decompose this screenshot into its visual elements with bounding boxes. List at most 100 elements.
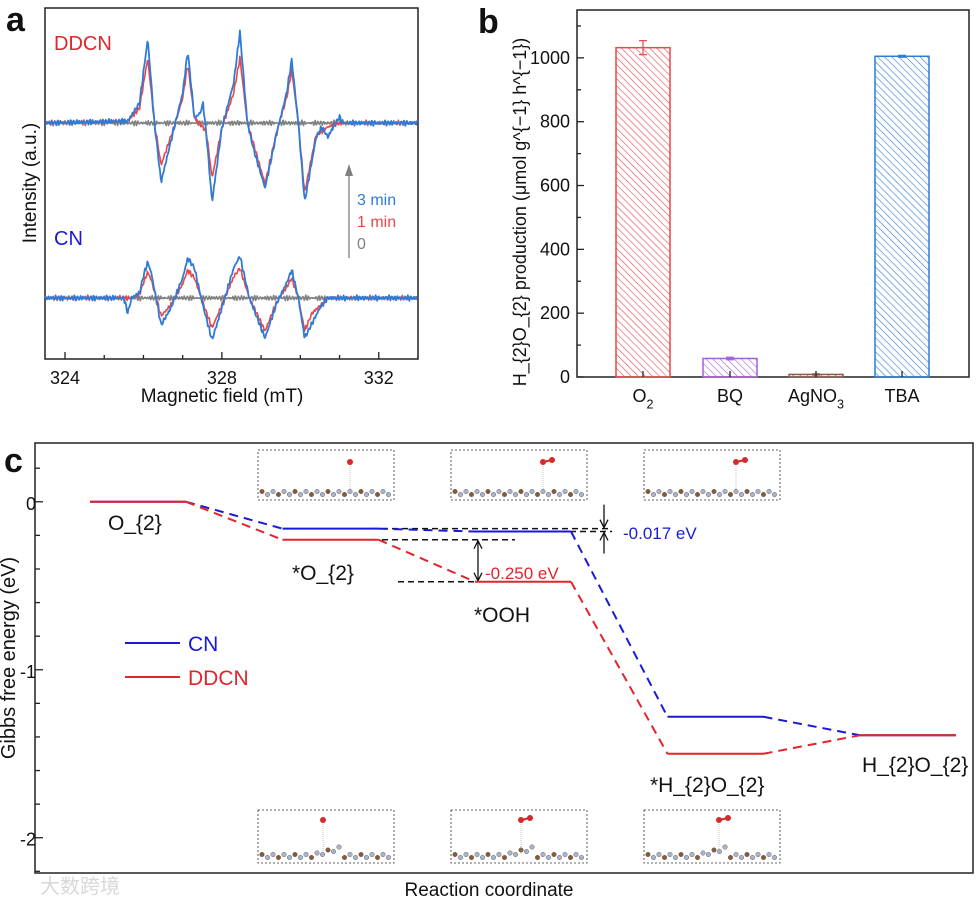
atom-icon — [662, 492, 668, 498]
atom-icon — [739, 492, 745, 498]
arrow-up-icon — [473, 539, 483, 550]
atom-icon — [369, 852, 375, 858]
atom-icon — [733, 489, 739, 495]
atom-icon — [259, 489, 265, 495]
atom-icon — [270, 852, 276, 858]
atom-icon — [309, 492, 315, 498]
atom-icon — [678, 852, 684, 858]
atom-icon — [772, 855, 778, 861]
atom-icon — [287, 855, 293, 861]
energy-y-axis-label: Gibbs free energy (eV) — [0, 557, 20, 759]
energy-connector-cn — [570, 531, 669, 718]
structure-inset-frame — [450, 449, 588, 501]
oxygen-atom-icon — [742, 457, 748, 463]
atom-icon — [480, 492, 486, 498]
bar-plot-frame — [576, 9, 970, 378]
atom-icon — [325, 489, 331, 495]
step-label-o2: O_{2} — [108, 512, 162, 535]
bar-y-tick-label: 600 — [540, 176, 570, 196]
atom-icon — [656, 852, 662, 858]
atom-icon — [386, 855, 392, 861]
atom-icon — [766, 489, 772, 495]
atom-icon — [386, 492, 392, 498]
atom-icon — [276, 855, 282, 861]
structure-inset-frame — [257, 449, 395, 501]
arrow-down-icon — [473, 572, 483, 583]
atom-icon — [502, 492, 508, 498]
atom-icon — [342, 492, 348, 498]
structure-inset-frame — [643, 809, 781, 864]
atom-icon — [695, 855, 701, 861]
atom-icon — [485, 489, 491, 495]
atom-icon — [706, 492, 712, 498]
bar-0 — [615, 46, 671, 378]
atom-icon — [772, 492, 778, 498]
atom-icon — [347, 489, 353, 495]
atom-icon — [270, 489, 276, 495]
atom-icon — [551, 852, 557, 858]
atom-icon — [711, 847, 717, 853]
atom-icon — [369, 489, 375, 495]
atom-icon — [480, 855, 486, 861]
legend-cn-label: CN — [188, 633, 218, 656]
atom-icon — [562, 852, 568, 858]
atom-icon — [380, 489, 386, 495]
atom-icon — [551, 489, 557, 495]
atom-icon — [452, 489, 458, 495]
atom-icon — [711, 489, 717, 495]
atom-icon — [513, 852, 519, 858]
oxygen-atom-icon — [549, 457, 555, 463]
energy-y-tick-label: 0 — [26, 494, 36, 514]
atom-icon — [513, 492, 519, 498]
atom-icon — [281, 852, 287, 858]
bar-y-tick-label: 0 — [560, 367, 570, 387]
atom-icon — [469, 855, 475, 861]
atom-icon — [259, 852, 265, 858]
atom-icon — [529, 489, 535, 495]
atom-icon — [353, 492, 359, 498]
atom-icon — [750, 492, 756, 498]
atom-icon — [364, 855, 370, 861]
atom-icon — [667, 852, 673, 858]
atom-icon — [717, 492, 723, 498]
epr-x-axis-label: Magnetic field (mT) — [141, 386, 304, 407]
atom-icon — [673, 492, 679, 498]
atom-icon — [325, 847, 331, 853]
atom-icon — [336, 489, 342, 495]
atom-icon — [728, 492, 734, 498]
atom-icon — [728, 855, 734, 861]
energy-plot-frame — [34, 442, 974, 874]
atom-icon — [331, 492, 337, 498]
atom-icon — [507, 489, 513, 495]
oxygen-atom-icon — [527, 815, 533, 821]
atom-icon — [314, 850, 320, 856]
atom-icon — [474, 489, 480, 495]
atom-icon — [662, 855, 668, 861]
legend-ddcn-label: DDCN — [188, 667, 249, 690]
atom-icon — [739, 855, 745, 861]
oxygen-atom-icon — [347, 459, 353, 465]
energy-x-axis-label: Reaction coordinate — [405, 880, 574, 901]
epr-group-label-cn: CN — [54, 228, 83, 250]
epr-x-tick-label: 324 — [50, 368, 80, 388]
atom-icon — [320, 492, 326, 498]
bar-y-tick-label: 200 — [540, 303, 570, 323]
atom-icon — [518, 489, 524, 495]
atom-icon — [474, 852, 480, 858]
energy-connector-ddcn — [570, 581, 669, 755]
atom-icon — [502, 855, 508, 861]
atom-icon — [535, 492, 541, 498]
atom-icon — [292, 489, 298, 495]
bar-category-label: TBA — [884, 386, 919, 406]
epr-plot-frame — [44, 7, 419, 360]
atom-icon — [766, 852, 772, 858]
atom-icon — [496, 489, 502, 495]
atom-icon — [540, 489, 546, 495]
epr-x-tick-label: 332 — [364, 368, 394, 388]
epr-series-cn-3min — [44, 256, 419, 340]
atom-icon — [358, 852, 364, 858]
step-label-adsorbed-h2o2: *H_{2}O_{2} — [650, 774, 764, 797]
atom-icon — [667, 489, 673, 495]
panel-label-c: c — [4, 442, 23, 480]
